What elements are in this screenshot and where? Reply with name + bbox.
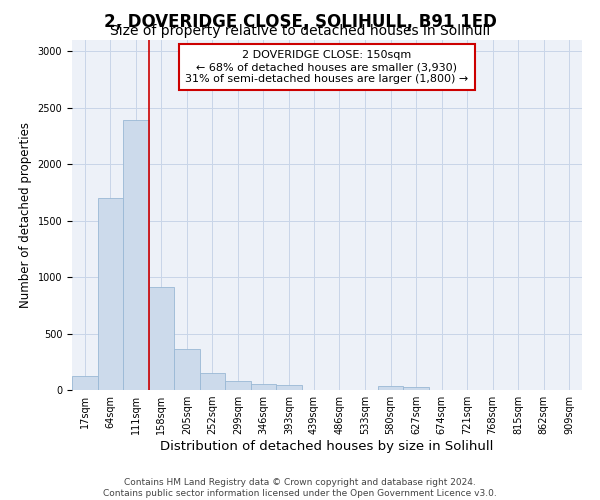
Bar [123, 120, 149, 390]
Bar [225, 381, 251, 390]
Bar [403, 386, 429, 390]
Bar [98, 198, 123, 390]
Bar [174, 350, 200, 390]
Text: 2, DOVERIDGE CLOSE, SOLIHULL, B91 1ED: 2, DOVERIDGE CLOSE, SOLIHULL, B91 1ED [104, 12, 496, 30]
Text: Contains HM Land Registry data © Crown copyright and database right 2024.
Contai: Contains HM Land Registry data © Crown c… [103, 478, 497, 498]
Text: Size of property relative to detached houses in Solihull: Size of property relative to detached ho… [110, 24, 490, 38]
Bar [200, 372, 225, 390]
Y-axis label: Number of detached properties: Number of detached properties [19, 122, 32, 308]
Bar [251, 384, 276, 390]
Bar [149, 286, 174, 390]
Text: 2 DOVERIDGE CLOSE: 150sqm
← 68% of detached houses are smaller (3,930)
31% of se: 2 DOVERIDGE CLOSE: 150sqm ← 68% of detac… [185, 50, 469, 84]
Bar [378, 386, 403, 390]
Bar [276, 386, 302, 390]
Bar [72, 376, 98, 390]
X-axis label: Distribution of detached houses by size in Solihull: Distribution of detached houses by size … [160, 440, 494, 453]
